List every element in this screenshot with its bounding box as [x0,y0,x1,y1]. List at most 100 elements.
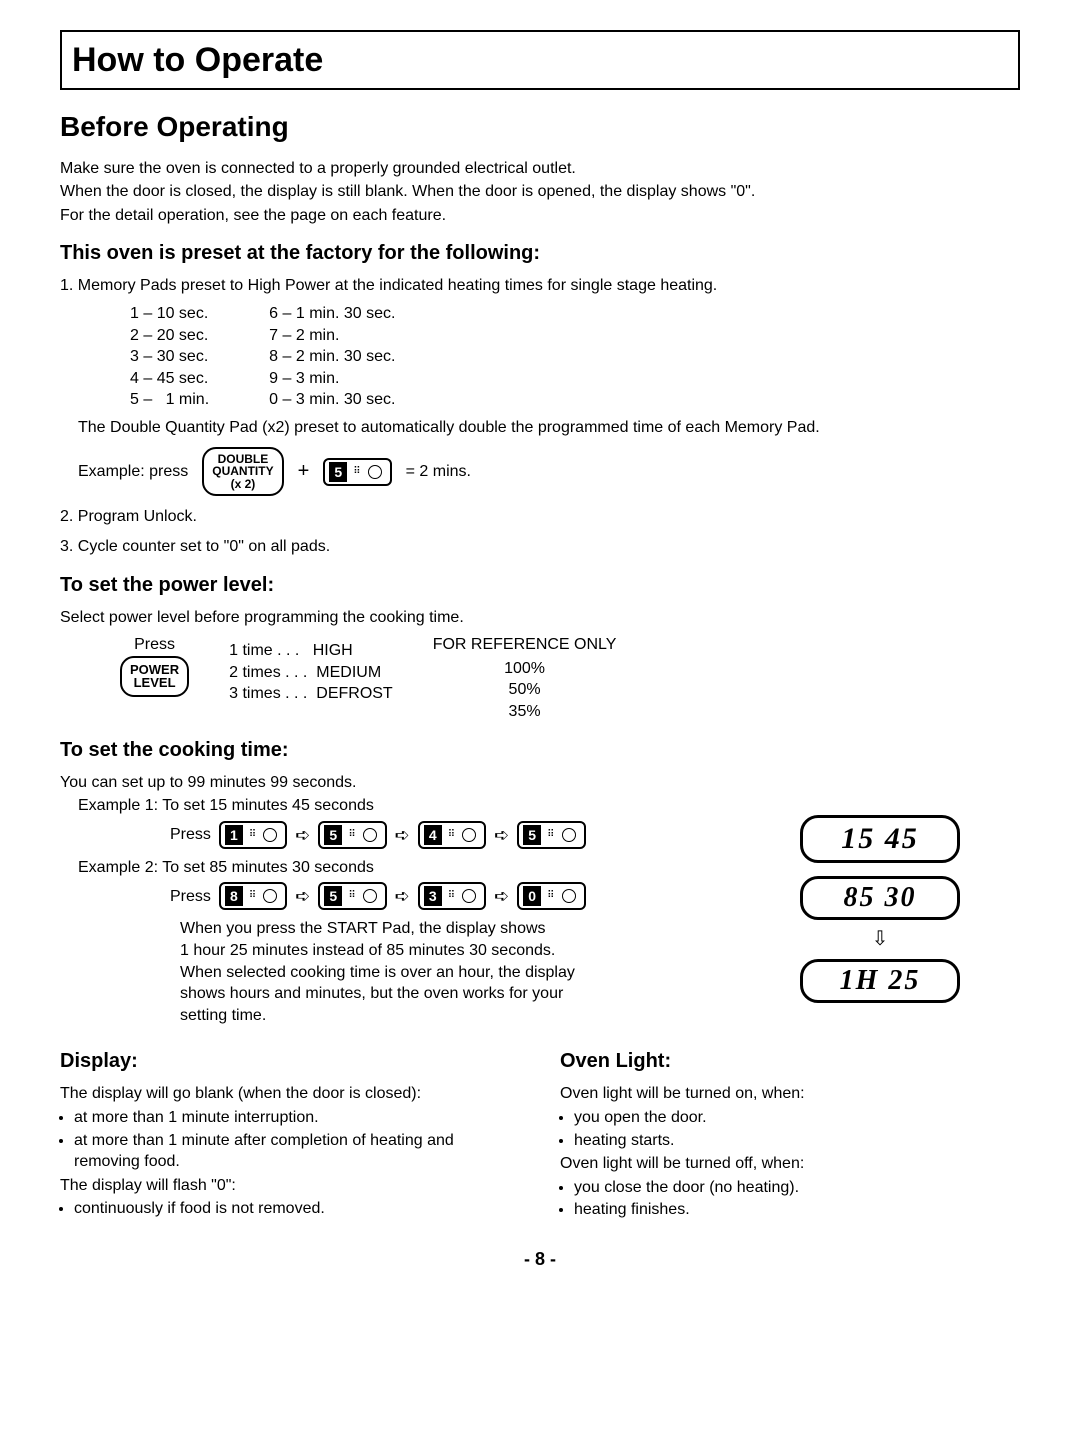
numpad-key: 5⠿ [318,821,386,849]
power-time-row: 3 times . . . DEFROST [229,683,393,705]
power-level-pad: POWER LEVEL [120,656,189,697]
numpad-digit: 5 [324,886,342,906]
intro-line: For the detail operation, see the page o… [60,205,1020,227]
preset-row: 4 – 45 sec. [130,368,209,390]
light-off-bullets: you close the door (no heating). heating… [560,1177,1020,1221]
arrow-icon: ➪ [295,823,310,847]
display-flash-bullets: continuously if food is not removed. [60,1198,520,1220]
pad-line: LEVEL [134,676,176,690]
reference-only-label: FOR REFERENCE ONLY [433,634,617,656]
preset-row: 6 – 1 min. 30 sec. [269,303,395,325]
preset-row: 2 – 20 sec. [130,325,209,347]
double-quantity-example: Example: press DOUBLE QUANTITY (x 2) + 5… [78,447,1020,497]
intro-line: When the door is closed, the display is … [60,181,1020,203]
arrow-icon: ➪ [494,823,509,847]
numpad-digit: 8 [225,886,243,906]
ref-val: 50% [433,679,617,701]
note-line: setting time. [180,1005,700,1027]
cooking-time-lead: You can set up to 99 minutes 99 seconds. [60,772,1020,794]
numpad-digit: 4 [424,825,442,845]
numpad-digit: 3 [424,886,442,906]
numpad-key: 1⠿ [219,821,287,849]
double-quantity-note: The Double Quantity Pad (x2) preset to a… [78,417,1020,439]
note-line: When selected cooking time is over an ho… [180,962,700,984]
preset-row: 1 – 10 sec. [130,303,209,325]
press-label: Press [120,634,189,656]
note-line: When you press the START Pad, the displa… [180,918,700,940]
power-time-row: 1 time . . . HIGH [229,640,393,662]
arrow-icon: ➪ [295,884,310,908]
braille-dots: ⠿ [547,891,555,901]
circle-icon [363,828,377,842]
preset-item-2: 2. Program Unlock. [60,506,1020,528]
cooking-example-1-label: Example 1: To set 15 minutes 45 seconds [78,795,1020,817]
display-readout-1545: 15 45 [800,815,960,863]
hour-display-note: When you press the START Pad, the displa… [180,918,700,1026]
circle-icon [263,828,277,842]
preset-row: 0 – 3 min. 30 sec. [269,389,395,411]
braille-dots: ⠿ [448,891,456,901]
numpad-key: 5⠿ [517,821,585,849]
numpad-digit: 5 [523,825,541,845]
preset-item-3: 3. Cycle counter set to "0" on all pads. [60,536,1020,558]
arrow-icon: ➪ [395,823,410,847]
ref-val: 100% [433,658,617,680]
light-on-bullets: you open the door. heating starts. [560,1107,1020,1151]
arrow-icon: ➪ [395,884,410,908]
ref-val: 35% [433,701,617,723]
example-label: Example: press [78,461,188,483]
light-off-lead: Oven light will be turned off, when: [560,1153,1020,1175]
display-heading: Display: [60,1048,520,1075]
note-line: shows hours and minutes, but the oven wo… [180,983,700,1005]
title-box: How to Operate [60,30,1020,90]
circle-icon [462,889,476,903]
power-time-row: 2 times . . . MEDIUM [229,662,393,684]
bullet-item: continuously if food is not removed. [74,1198,520,1220]
page-title: How to Operate [72,38,1008,84]
braille-dots: ⠿ [249,891,257,901]
preset-row: 7 – 2 min. [269,325,395,347]
light-on-lead: Oven light will be turned on, when: [560,1083,1020,1105]
down-arrow-icon: ⇩ [872,926,889,953]
bullet-item: you close the door (no heating). [574,1177,1020,1199]
circle-icon [368,465,382,479]
preset-row: 9 – 3 min. [269,368,395,390]
braille-dots: ⠿ [353,467,361,477]
press-label: Press [170,824,211,846]
power-level-lead: Select power level before programming th… [60,607,1020,629]
display-readout-1h25: 1H 25 [800,959,960,1003]
display-readout-8530: 85 30 [800,876,960,920]
section-before-operating: Before Operating [60,108,1020,146]
circle-icon [363,889,377,903]
double-quantity-pad: DOUBLE QUANTITY (x 2) [202,447,283,497]
numpad-5: 5 ⠿ [323,458,391,486]
numpad-digit: 0 [523,886,541,906]
oven-light-heading: Oven Light: [560,1048,1020,1075]
braille-dots: ⠿ [448,830,456,840]
press-label: Press [170,886,211,908]
circle-icon [562,889,576,903]
preset-heading: This oven is preset at the factory for t… [60,240,1020,267]
memory-pad-table: 1 – 10 sec. 2 – 20 sec. 3 – 30 sec. 4 – … [130,303,1020,411]
braille-dots: ⠿ [249,830,257,840]
intro-line: Make sure the oven is connected to a pro… [60,158,1020,180]
numpad-key: 8⠿ [219,882,287,910]
arrow-icon: ➪ [494,884,509,908]
bullet-item: heating starts. [574,1130,1020,1152]
preset-row: 8 – 2 min. 30 sec. [269,346,395,368]
numpad-digit: 1 [225,825,243,845]
numpad-digit: 5 [329,462,347,482]
numpad-key: 4⠿ [418,821,486,849]
pad-line: POWER [130,663,179,677]
preset-row: 3 – 30 sec. [130,346,209,368]
braille-dots: ⠿ [348,891,356,901]
plus-symbol: + [298,458,310,485]
numpad-digit: 5 [324,825,342,845]
display-blank-bullets: at more than 1 minute interruption. at m… [60,1107,520,1173]
bullet-item: at more than 1 minute interruption. [74,1107,520,1129]
page-number: - 8 - [60,1247,1020,1271]
intro-block: Make sure the oven is connected to a pro… [60,158,1020,227]
pad-line: (x 2) [231,478,256,491]
cooking-time-heading: To set the cooking time: [60,737,1020,764]
circle-icon [462,828,476,842]
